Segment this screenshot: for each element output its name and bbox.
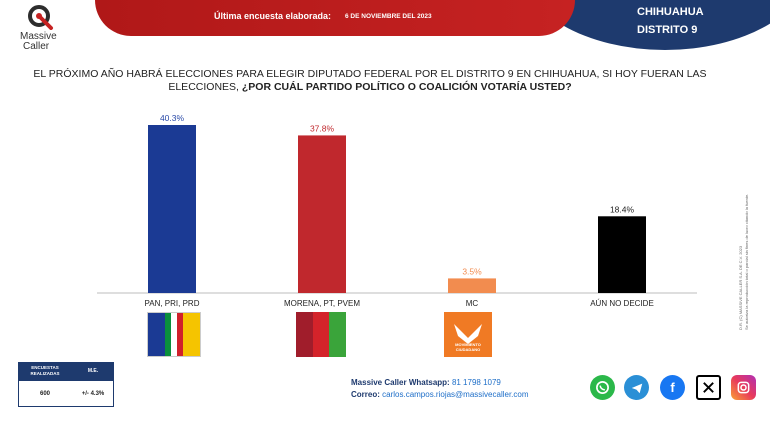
bar-2 [448,278,496,293]
question-part1: EL PRÓXIMO AÑO HABRÁ ELECCIONES PARA ELE… [33,68,707,93]
question-part2: ¿POR CUÁL PARTIDO POLÍTICO O COALICIÓN V… [241,81,572,93]
value-label-2: 3.5% [462,266,482,276]
whatsapp-contact: Massive Caller Whatsapp: 81 1798 1079 [351,378,501,387]
category-label-1: MORENA, PT, PVEM [284,299,360,308]
category-label-2: MC [466,299,479,308]
pri-logo-icon [165,313,183,356]
whatsapp-number[interactable]: 81 1798 1079 [451,378,501,387]
telegram-icon[interactable] [624,375,649,400]
mc-logo-text: MOVIMIENTO CIUDADANO [455,342,481,352]
margin-error-header: M.E. [87,368,99,374]
instagram-icon[interactable] [731,375,756,400]
mc-eagle-icon [454,324,482,344]
survey-question: EL PRÓXIMO AÑO HABRÁ ELECCIONES PARA ELE… [20,68,720,94]
header-red-band [95,0,575,36]
x-icon[interactable] [696,375,721,400]
survey-label: Última encuesta elaborada: [214,11,332,21]
morena-pt-pvem-logo [296,312,347,357]
value-label-1: 37.8% [310,123,335,133]
copyright-note: D.R. (C) MASSIVE CALLER S.A. DE C.V. 202… [738,70,750,330]
email-label: Correo: [351,390,380,399]
prd-logo-icon [182,313,200,356]
massive-caller-logo: Massive Caller [18,4,66,52]
sample-size-header-line2: REALIZADAS [30,371,60,376]
survey-date: 6 DE NOVIEMBRE DEL 2023 [345,13,432,20]
pan-logo-icon [148,313,166,356]
pvem-logo-icon [329,312,347,357]
margin-error-value: +/- 4.3% [81,391,105,397]
logo-mark-icon [28,5,53,30]
sample-size-value: 600 [39,391,50,397]
email-contact: Correo: carlos.campos.riojas@massivecall… [351,390,529,399]
sample-size-header: ENCUESTAS REALIZADAS [23,365,67,377]
mc-logo: MOVIMIENTO CIUDADANO [444,312,492,357]
value-label-3: 18.4% [610,204,635,214]
sample-size-header-line1: ENCUESTAS [31,365,59,370]
copyright-line2: Se autoriza la reproducción total o parc… [744,193,749,330]
sample-table: ENCUESTAS REALIZADAS M.E. 600 +/- 4.3% [18,362,114,407]
state-label: CHIHUAHUA [637,6,704,18]
logo-text-line2: Caller [23,41,50,52]
value-label-0: 40.3% [160,113,185,123]
sample-table-header [19,363,113,381]
bar-0 [148,125,196,293]
logo-text-line1: Massive [20,31,57,42]
morena-logo-icon [296,312,313,357]
district-label: DISTRITO 9 [637,24,698,36]
bar-3 [598,216,646,293]
facebook-icon[interactable]: f [660,375,685,400]
bar-1 [298,135,346,293]
email-address[interactable]: carlos.campos.riojas@massivecaller.com [382,390,529,399]
category-label-0: PAN, PRI, PRD [145,299,200,308]
pan-pri-prd-logo [147,312,201,357]
whatsapp-label: Massive Caller Whatsapp: [351,378,450,387]
pt-logo-icon [312,312,330,357]
whatsapp-icon[interactable] [590,375,615,400]
category-label-3: AÚN NO DECIDE [590,299,654,308]
